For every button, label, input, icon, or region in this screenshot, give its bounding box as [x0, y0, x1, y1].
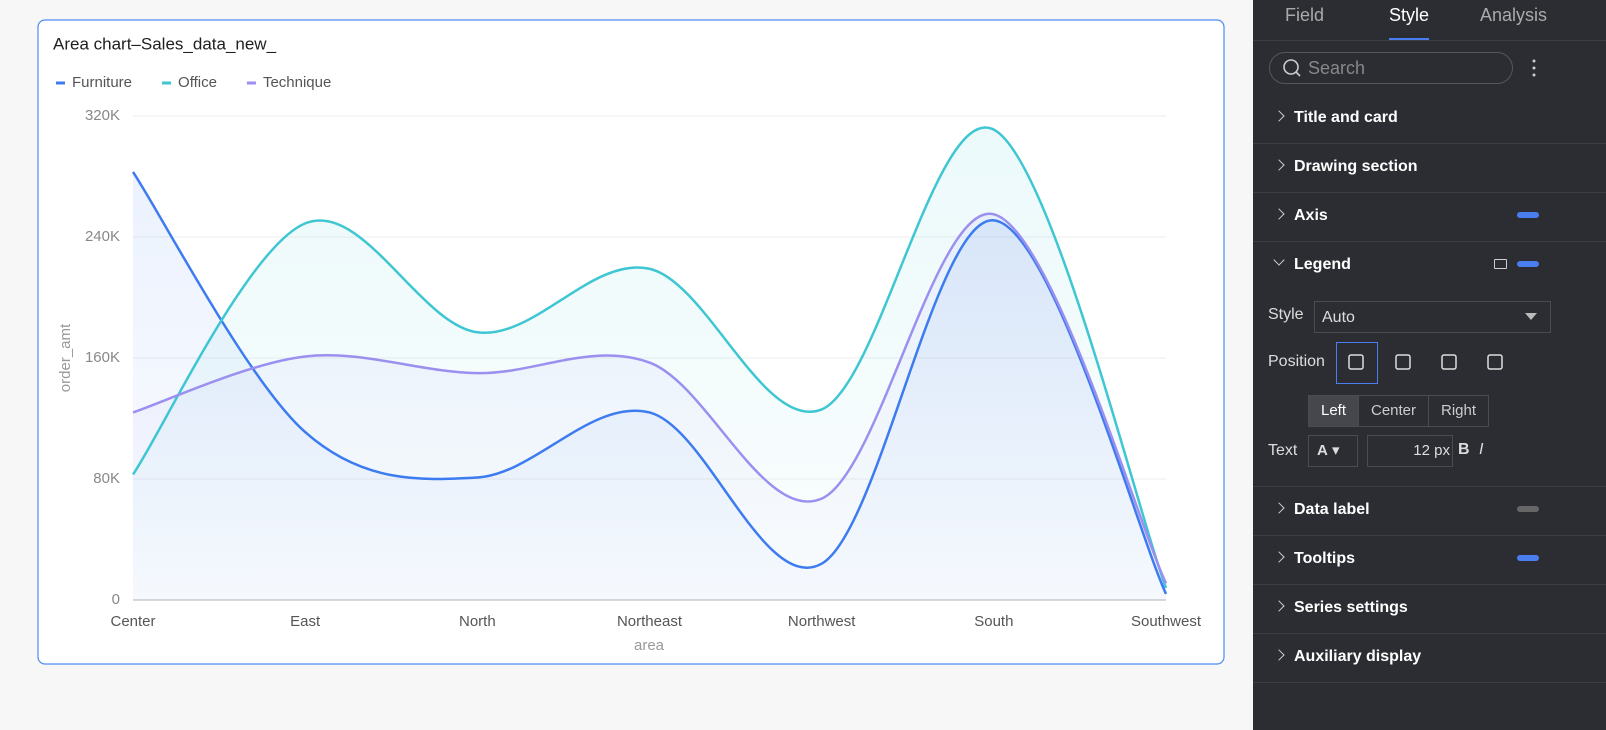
toggle[interactable]	[1517, 261, 1539, 267]
section-title: Legend	[1294, 256, 1351, 273]
tab-underline	[1389, 38, 1429, 40]
section-title: Tooltips	[1294, 550, 1356, 567]
position-icons	[1348, 354, 1503, 370]
section-header[interactable]: Tooltips	[1253, 535, 1606, 585]
device-icon	[1494, 259, 1507, 269]
section-header[interactable]: Data label	[1253, 486, 1606, 536]
more-button[interactable]	[1531, 58, 1537, 78]
y-tick-label: 320K	[85, 107, 120, 124]
line	[131, 126, 1168, 589]
section-title: Auxiliary display	[1294, 648, 1422, 665]
x-tick-label: Southwest	[1131, 613, 1202, 630]
x-axis-label: area	[634, 637, 665, 654]
x-tick-label: North	[459, 613, 496, 630]
align-button[interactable]: Left	[1308, 395, 1360, 427]
align-button[interactable]: Center	[1358, 395, 1430, 427]
chart: Area chart–Sales_data_new_ area order_am…	[37, 19, 1225, 665]
y-tick-label: 160K	[85, 349, 120, 366]
legend-label: Technique	[263, 74, 331, 91]
legend-settings: Style Auto Position Left Center Right Text…	[1253, 290, 1606, 487]
toggle[interactable]	[1517, 555, 1539, 561]
lines	[131, 126, 1168, 595]
x-tick-label: Northeast	[617, 613, 683, 630]
y-tick-label: 80K	[93, 470, 120, 487]
chevron	[1273, 551, 1285, 563]
x-tick-label: South	[974, 613, 1013, 630]
chevron	[1273, 649, 1285, 661]
style-select[interactable]: Auto	[1314, 301, 1551, 333]
line	[132, 212, 1168, 584]
align-button[interactable]: Right	[1428, 395, 1490, 427]
y-tick-label: 0	[112, 591, 120, 608]
section-title: Axis	[1294, 207, 1328, 224]
chevron	[1273, 600, 1285, 612]
tab[interactable]: Field	[1285, 5, 1325, 25]
y-axis-label: order_amt	[57, 323, 74, 392]
bold-button[interactable]: B	[1458, 441, 1470, 458]
section-title: Data label	[1294, 501, 1370, 518]
section-header[interactable]: Drawing section	[1253, 143, 1606, 193]
chevron	[1273, 208, 1285, 220]
search-icon	[1283, 59, 1301, 77]
toggle[interactable]	[1517, 506, 1539, 512]
font-color[interactable]: A ▾	[1308, 435, 1358, 467]
legend-label: Furniture	[72, 74, 132, 91]
chevron	[1273, 110, 1285, 122]
tab[interactable]: Style	[1389, 5, 1430, 25]
style-value: Auto	[1322, 309, 1355, 326]
legend-label: Office	[178, 74, 217, 91]
tab-divider	[1253, 40, 1606, 41]
area	[133, 213, 1166, 600]
chevron	[1273, 502, 1285, 514]
toggle[interactable]	[1517, 212, 1539, 218]
section-header[interactable]: Legend	[1253, 241, 1606, 290]
y-tick-label: 240K	[85, 228, 120, 245]
dropdown-arrow	[1525, 313, 1537, 320]
position-top-left[interactable]	[1336, 342, 1378, 384]
section-header[interactable]: Series settings	[1253, 584, 1606, 634]
font-size-text: 12 px	[1413, 442, 1450, 459]
section-header[interactable]: Auxiliary display	[1253, 633, 1606, 683]
font-size[interactable]: 12 px	[1367, 435, 1453, 467]
line	[131, 171, 1168, 595]
section-title: Title and card	[1294, 109, 1398, 126]
section-title: Series settings	[1294, 599, 1408, 616]
chevron	[1273, 254, 1285, 266]
italic-button[interactable]: I	[1479, 441, 1484, 458]
text-label: Text	[1268, 442, 1298, 459]
settings-panel: Search Field Style Analysis Title and card D…	[1253, 0, 1606, 730]
x-tick-label: East	[290, 613, 321, 630]
font-color-text: A	[1317, 442, 1328, 459]
search-box[interactable]: Search	[1269, 52, 1513, 84]
x-tick-label: Northwest	[788, 613, 856, 630]
chevron	[1273, 159, 1285, 171]
section-header[interactable]: Title and card	[1253, 94, 1606, 144]
tab[interactable]: Analysis	[1480, 5, 1548, 25]
position-label: Position	[1268, 353, 1325, 370]
section-title: Drawing section	[1294, 158, 1418, 175]
x-tick-label: Center	[110, 613, 155, 630]
search-placeholder: Search	[1308, 58, 1366, 78]
style-label: Style	[1268, 306, 1304, 323]
chart-title: Area chart–Sales_data_new_	[53, 34, 277, 53]
section-header[interactable]: Axis	[1253, 192, 1606, 242]
